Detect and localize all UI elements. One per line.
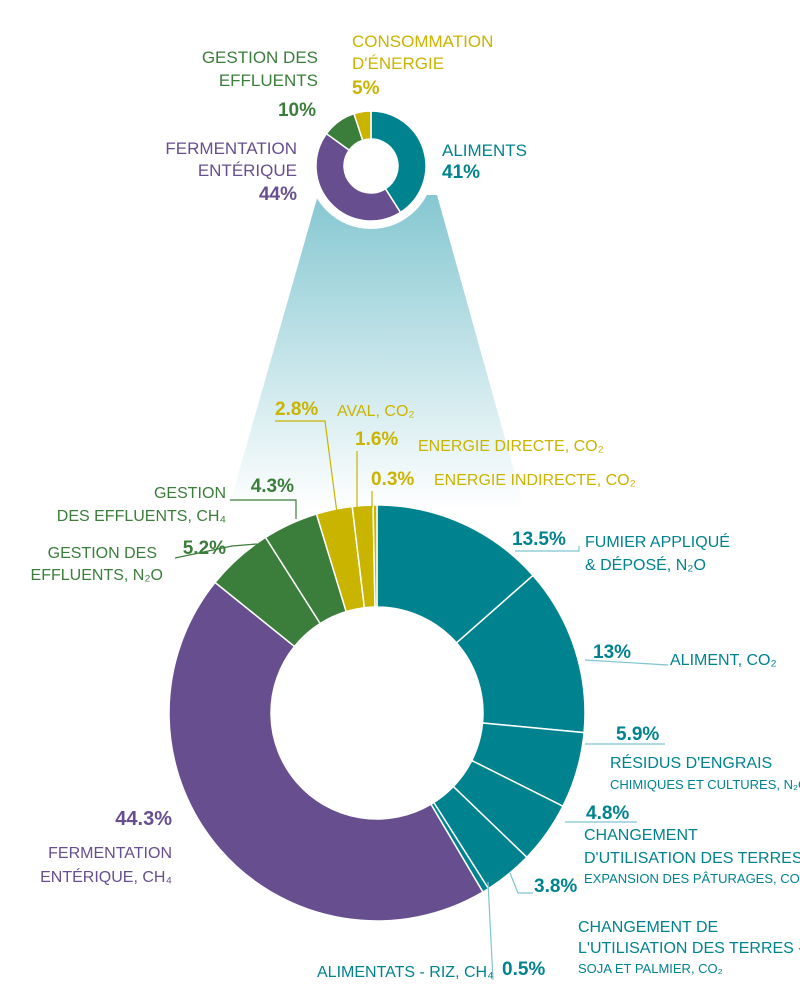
small-donut-percent-label-1: 44% <box>259 184 297 205</box>
large-donut-name-label-6-0: FERMENTATION <box>48 845 172 862</box>
leader-line-1 <box>584 659 669 666</box>
large-donut-name-label-8-0: GESTION <box>154 485 226 502</box>
small-donut-name-label-2-1: EFFLUENTS <box>219 71 318 90</box>
large-donut-name-label-3-1: D'UTILISATION DES TERRES - <box>584 850 800 867</box>
large-donut-name-label-2-1: CHIMIQUES ET CULTURES, N₂O <box>610 777 800 792</box>
small-donut-name-label-3-0: CONSOMMATION <box>352 32 493 51</box>
large-donut-percent-label-6: 44.3% <box>115 808 172 830</box>
small-donut-percent-label-3: 5% <box>352 78 380 99</box>
leader-lines <box>174 420 669 981</box>
small-donut-name-label-3-1: D'ÉNERGIE <box>352 54 444 73</box>
large-donut-percent-label-8: 4.3% <box>251 476 294 497</box>
large-donut-percent-label-4: 3.8% <box>534 876 577 897</box>
large-donut-percent-label-5: 0.5% <box>502 959 545 980</box>
small-donut-slice-0 <box>370 110 427 214</box>
small-donut-name-label-2-0: GESTION DES <box>202 48 318 67</box>
small-donut-name-label-1-1: ENTÉRIQUE <box>198 161 297 180</box>
large-donut-name-label-4-0: CHANGEMENT DE <box>578 919 718 936</box>
large-donut-name-label-1-0: ALIMENT, CO₂ <box>670 652 777 669</box>
large-donut-name-label-3-0: CHANGEMENT <box>584 827 698 844</box>
small-donut-name-label-0-0: ALIMENTS <box>442 141 527 160</box>
leader-line-4 <box>509 872 533 894</box>
large-donut-percent-label-1: 13% <box>593 642 631 663</box>
large-donut-slice-6 <box>168 581 484 922</box>
zoom-cone <box>228 195 525 510</box>
slice-labels: 41% ALIMENTS 44% FERMENTATION ENTÉRIQUE 10% GE… <box>31 32 800 981</box>
large-donut-name-label-11-0: ENERGIE INDIRECTE, CO₂ <box>434 472 636 489</box>
leader-line-9 <box>230 499 297 519</box>
large-donut-name-label-4-1: L'UTILISATION DES TERRES - <box>578 940 800 957</box>
large-donut-name-label-8-1: DES EFFLUENTS, CH₄ <box>57 508 226 525</box>
leader-line-5 <box>487 881 494 981</box>
large-donut-name-label-4-2: SOJA ET PALMIER, CO₂ <box>578 961 723 976</box>
small-donut-percent-label-0: 41% <box>442 162 480 183</box>
large-donut-name-label-0-1: & DÉPOSÉ, N₂O <box>585 555 706 574</box>
large-donut-name-label-6-1: ENTÉRIQUE, CH₄ <box>40 867 172 886</box>
large-donut-name-label-2-0: RÉSIDUS D'ENGRAIS <box>610 753 772 772</box>
leader-line-0 <box>515 546 580 552</box>
small-donut <box>315 110 427 222</box>
small-donut-slice-1 <box>315 132 402 222</box>
large-donut-name-label-5-0: ALIMENTATS - RIZ, CH₄ <box>317 964 494 981</box>
large-donut-name-label-0-0: FUMIER APPLIQUÉ <box>585 532 730 551</box>
large-donut-name-label-7-0: GESTION DES <box>48 545 157 562</box>
small-donut-name-label-1-0: FERMENTATION <box>165 139 297 158</box>
small-donut-percent-label-2: 10% <box>278 100 316 121</box>
large-donut <box>168 504 586 922</box>
leader-line-10 <box>174 543 258 559</box>
large-donut-percent-label-9: 2.8% <box>275 399 318 420</box>
large-donut-percent-label-7: 5.2% <box>183 538 226 559</box>
large-donut-slice-11 <box>372 504 378 608</box>
large-donut-percent-label-10: 1.6% <box>355 429 398 450</box>
large-donut-percent-label-11: 0.3% <box>371 469 414 490</box>
large-donut-percent-label-3: 4.8% <box>586 803 629 824</box>
large-donut-name-label-7-1: EFFLUENTS, N₂O <box>31 567 163 584</box>
small-donut-slice-3 <box>353 110 372 142</box>
large-donut-percent-label-0: 13.5% <box>512 529 566 550</box>
leader-line-6 <box>275 420 338 514</box>
large-donut-percent-label-2: 5.9% <box>616 724 659 745</box>
large-donut-name-label-10-0: ENERGIE DIRECTE, CO₂ <box>418 438 604 455</box>
large-donut-name-label-9-0: AVAL, CO₂ <box>337 403 415 420</box>
large-donut-name-label-3-2: EXPANSION DES PÂTURAGES, CO₂ <box>584 871 800 886</box>
